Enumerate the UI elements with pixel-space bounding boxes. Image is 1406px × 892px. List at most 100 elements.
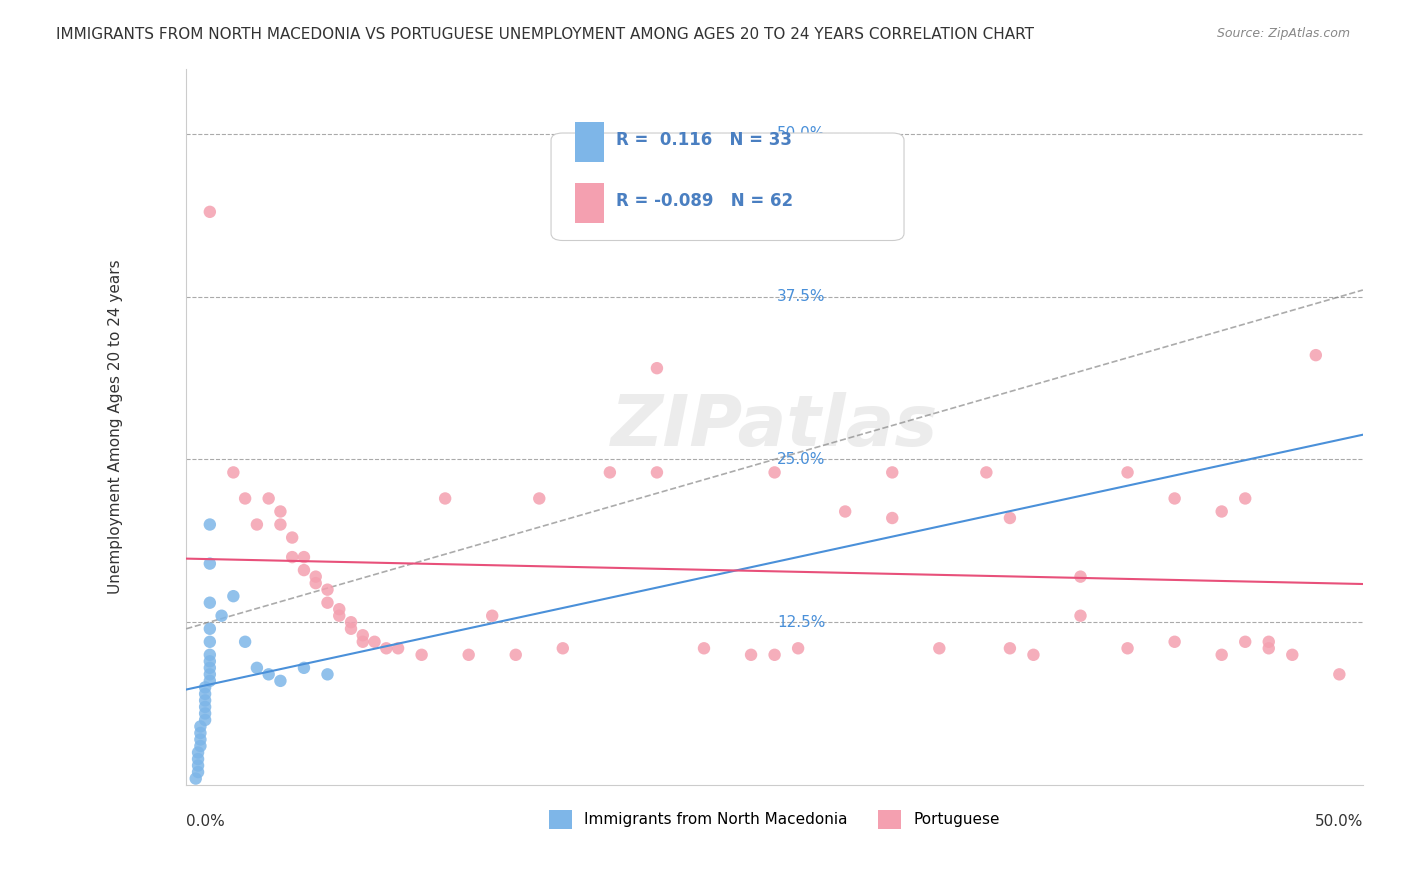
Point <box>198 673 221 688</box>
Point <box>198 667 221 681</box>
Text: Source: ZipAtlas.com: Source: ZipAtlas.com <box>1216 27 1350 40</box>
Point <box>194 693 217 707</box>
Point <box>340 615 363 630</box>
Point <box>551 641 574 656</box>
Point <box>928 641 950 656</box>
Point <box>233 491 256 506</box>
FancyBboxPatch shape <box>575 183 605 223</box>
Text: 37.5%: 37.5% <box>778 289 825 304</box>
Point <box>352 634 374 648</box>
Point <box>292 550 315 565</box>
Point <box>1163 634 1185 648</box>
Point <box>529 491 551 506</box>
Point <box>305 576 328 591</box>
Point <box>976 466 998 480</box>
Point <box>198 517 221 532</box>
Point <box>693 641 716 656</box>
Text: ZIPatlas: ZIPatlas <box>610 392 938 461</box>
Point <box>269 504 291 518</box>
Point <box>375 641 398 656</box>
Point <box>1116 466 1139 480</box>
Point <box>645 361 668 376</box>
Point <box>316 667 339 681</box>
Point <box>1163 491 1185 506</box>
Point <box>194 687 217 701</box>
Point <box>599 466 621 480</box>
Point <box>198 622 221 636</box>
Text: Unemployment Among Ages 20 to 24 years: Unemployment Among Ages 20 to 24 years <box>108 260 124 594</box>
Point <box>269 517 291 532</box>
Point <box>1257 634 1279 648</box>
Point <box>882 466 904 480</box>
Point <box>1329 667 1351 681</box>
Point <box>1211 648 1233 662</box>
Text: 25.0%: 25.0% <box>778 452 825 467</box>
Text: 0.0%: 0.0% <box>187 814 225 829</box>
Point <box>834 504 856 518</box>
Point <box>1234 491 1257 506</box>
Point <box>305 569 328 583</box>
Point <box>194 700 217 714</box>
Point <box>257 667 280 681</box>
Point <box>211 608 233 623</box>
Point <box>998 641 1021 656</box>
Text: R =  0.116   N = 33: R = 0.116 N = 33 <box>616 131 792 149</box>
Point <box>1069 608 1091 623</box>
Point <box>292 563 315 577</box>
Point <box>187 752 209 766</box>
Point <box>1069 569 1091 583</box>
Point <box>316 582 339 597</box>
Point <box>198 557 221 571</box>
Point <box>1257 641 1279 656</box>
Point <box>198 634 221 648</box>
Point <box>328 602 350 616</box>
Point <box>352 628 374 642</box>
Point <box>246 517 269 532</box>
Point <box>1234 634 1257 648</box>
FancyBboxPatch shape <box>575 122 605 161</box>
Point <box>740 648 762 662</box>
Point <box>198 648 221 662</box>
Point <box>222 466 245 480</box>
Point <box>281 531 304 545</box>
Point <box>233 634 256 648</box>
Point <box>763 648 786 662</box>
Point <box>222 589 245 603</box>
Point <box>190 739 212 753</box>
Point <box>187 758 209 772</box>
Point <box>190 719 212 733</box>
Point <box>269 673 291 688</box>
Point <box>1305 348 1327 362</box>
Point <box>257 491 280 506</box>
Point <box>1022 648 1045 662</box>
Text: R = -0.089   N = 62: R = -0.089 N = 62 <box>616 192 793 211</box>
Text: 50.0%: 50.0% <box>778 126 825 141</box>
Text: IMMIGRANTS FROM NORTH MACEDONIA VS PORTUGUESE UNEMPLOYMENT AMONG AGES 20 TO 24 Y: IMMIGRANTS FROM NORTH MACEDONIA VS PORTU… <box>56 27 1035 42</box>
Point <box>316 596 339 610</box>
FancyBboxPatch shape <box>551 133 904 241</box>
Point <box>198 654 221 668</box>
Point <box>292 661 315 675</box>
Point <box>1211 504 1233 518</box>
Point <box>363 634 385 648</box>
Point <box>194 706 217 721</box>
Point <box>190 726 212 740</box>
Point <box>184 772 207 786</box>
Point <box>328 608 350 623</box>
Point <box>187 765 209 780</box>
Point <box>1116 641 1139 656</box>
Point <box>1281 648 1303 662</box>
Point <box>387 641 409 656</box>
Point <box>190 732 212 747</box>
Point <box>411 648 433 662</box>
Point <box>194 681 217 695</box>
Point <box>281 550 304 565</box>
Text: 50.0%: 50.0% <box>1315 814 1362 829</box>
Text: 12.5%: 12.5% <box>778 615 825 630</box>
Point <box>198 204 221 219</box>
Point <box>246 661 269 675</box>
Point <box>194 713 217 727</box>
Point <box>434 491 457 506</box>
Point <box>481 608 503 623</box>
Point <box>882 511 904 525</box>
